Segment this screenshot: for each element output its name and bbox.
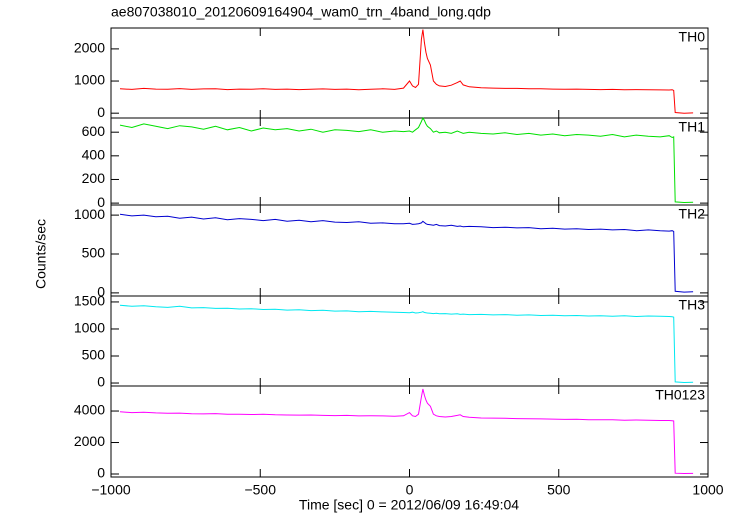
x-tick-label: 0 bbox=[406, 482, 414, 498]
panel-frame bbox=[110, 27, 709, 119]
y-tick-label: 200 bbox=[82, 170, 106, 186]
y-tick-label: 1000 bbox=[74, 206, 105, 222]
panel-label: TH0123 bbox=[655, 387, 705, 403]
x-tick-label: −500 bbox=[244, 482, 276, 498]
panel-label: TH1 bbox=[679, 119, 706, 135]
data-line bbox=[119, 116, 694, 204]
y-tick-label: 0 bbox=[97, 374, 105, 390]
y-axis-label: Counts/sec bbox=[33, 219, 49, 289]
panel-label: TH0 bbox=[679, 29, 706, 45]
y-tick-label: 0 bbox=[97, 104, 105, 120]
x-tick-label: −1000 bbox=[91, 482, 131, 498]
y-tick-label: 500 bbox=[82, 245, 106, 261]
x-tick-label: 1000 bbox=[692, 482, 723, 498]
y-tick-label: 1000 bbox=[74, 72, 105, 88]
data-line bbox=[119, 388, 694, 475]
y-tick-label: 0 bbox=[97, 465, 105, 481]
x-axis-label: Time [sec] 0 = 2012/06/09 16:49:04 bbox=[299, 497, 519, 513]
panel-frame bbox=[110, 385, 709, 478]
panel-frame bbox=[110, 295, 709, 387]
y-tick-label: 4000 bbox=[74, 402, 105, 418]
y-tick-label: 2000 bbox=[74, 433, 105, 449]
y-tick-label: 400 bbox=[82, 147, 106, 163]
data-line bbox=[119, 29, 694, 114]
data-line bbox=[119, 213, 694, 293]
panel-label: TH3 bbox=[679, 297, 706, 313]
y-tick-label: 600 bbox=[82, 123, 106, 139]
y-tick-label: 1500 bbox=[74, 293, 105, 309]
panel-label: TH2 bbox=[679, 206, 706, 222]
y-tick-label: 0 bbox=[97, 284, 105, 300]
chart-title: ae807038010_20120609164904_wam0_trn_4ban… bbox=[111, 4, 491, 20]
y-tick-label: 500 bbox=[82, 347, 106, 363]
y-tick-label: 1000 bbox=[74, 320, 105, 336]
x-tick-label: 500 bbox=[547, 482, 571, 498]
data-line bbox=[119, 304, 694, 384]
y-tick-label: 0 bbox=[97, 194, 105, 210]
y-tick-label: 2000 bbox=[74, 40, 105, 56]
